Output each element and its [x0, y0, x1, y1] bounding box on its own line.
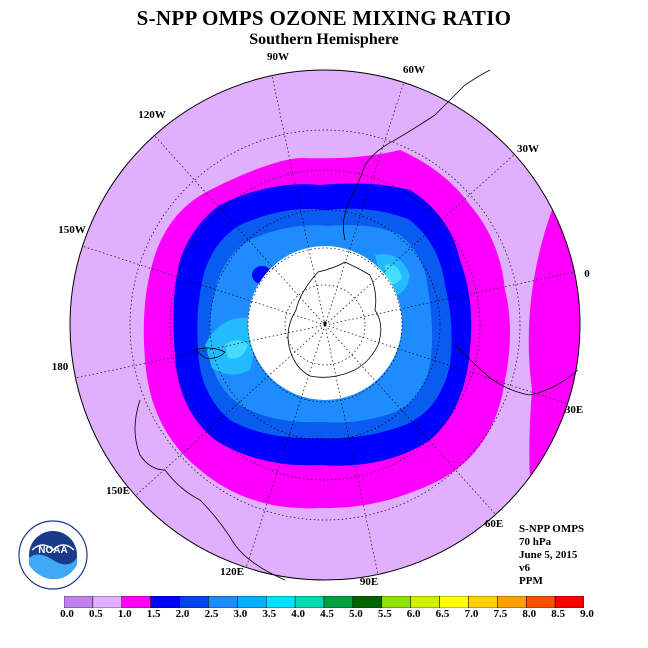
longitude-label: 60E — [485, 518, 503, 530]
colorbar-segment — [237, 596, 267, 608]
latitude-circle — [284, 284, 366, 366]
meridian-line — [324, 82, 405, 326]
colorbar-tick-label: 9.0 — [580, 608, 594, 620]
info-panel: S-NPP OMPS 70 hPa June 5, 2015 v6 PPM — [519, 523, 584, 588]
colorbar-segment — [265, 596, 296, 608]
colorbar-tick-label: 5.0 — [349, 608, 363, 620]
antarctica-outline — [287, 261, 382, 378]
map-title: S-NPP OMPS OZONE MIXING RATIO — [136, 6, 512, 30]
colorbar-tick-label: 1.0 — [117, 608, 132, 620]
meridian-line — [82, 245, 326, 326]
colorbar-segment — [323, 596, 354, 608]
colorbar-tick-label: 4.0 — [291, 608, 305, 620]
longitude-label: 30E — [565, 404, 583, 416]
map-boundary — [69, 69, 581, 581]
colorbar-segment — [352, 596, 383, 608]
colorbar-tick-label: 7.5 — [493, 608, 508, 620]
map-subtitle: Southern Hemisphere — [249, 31, 399, 48]
longitude-label: 150E — [106, 485, 130, 497]
colorbar-tick-label: 8.5 — [551, 608, 565, 620]
noaa-logo: NOAA — [18, 520, 88, 590]
colorbar-segment — [92, 596, 123, 608]
longitude-label: 120W — [138, 109, 166, 121]
australia-outline — [134, 399, 286, 581]
colorbar-segment — [439, 596, 469, 608]
colorbar-segment — [208, 596, 238, 608]
logo-text: NOAA — [38, 545, 67, 556]
longitude-label: 90E — [360, 576, 378, 588]
colorbar-tick-label: 4.5 — [320, 608, 334, 620]
colorbar-tick-label: 3.0 — [233, 608, 248, 620]
ozone-patch-east — [528, 200, 580, 480]
colorbar-segment — [64, 596, 94, 608]
meridian-line — [324, 154, 515, 326]
longitude-label: 60W — [403, 64, 425, 76]
meridian-line — [245, 324, 326, 568]
longitude-label: 120E — [220, 566, 244, 578]
colorbar-tick-label: 1.5 — [146, 608, 161, 620]
meridian-line — [324, 324, 379, 575]
colorbar-tick-label: 7.0 — [464, 608, 479, 620]
colorbar — [64, 596, 584, 608]
ozone-band-3.5-east — [385, 264, 402, 285]
info-date: June 5, 2015 — [519, 549, 578, 561]
colorbar-tick-label: 0.5 — [89, 608, 103, 620]
meridian-line — [135, 324, 326, 496]
colorbar-segment — [121, 596, 151, 608]
colorbar-tick-label: 2.5 — [204, 608, 219, 620]
latitude-circle — [209, 209, 441, 441]
new-zealand-outline — [194, 347, 226, 359]
info-units: PPM — [519, 575, 543, 587]
colorbar-tick-label: 5.5 — [377, 608, 392, 620]
colorbar-tick-label: 2.0 — [175, 608, 190, 620]
south-america-outline — [342, 69, 491, 241]
longitude-label: 150W — [58, 224, 86, 236]
latitude-circle — [247, 247, 403, 403]
colorbar-segment — [150, 596, 180, 608]
info-instrument: S-NPP OMPS — [519, 523, 585, 535]
meridian-line — [324, 324, 568, 405]
colorbar-segment — [525, 596, 556, 608]
longitude-label: 30W — [517, 143, 539, 155]
meridian-line — [271, 75, 326, 326]
colorbar-segment — [497, 596, 527, 608]
latitude-circle — [129, 129, 521, 521]
colorbar-segment — [468, 596, 498, 608]
meridian-line — [324, 324, 496, 515]
longitude-label: 0 — [584, 268, 590, 280]
colorbar-tick-label: 6.0 — [406, 608, 421, 620]
longitude-label: 90W — [267, 51, 289, 63]
meridian-line — [154, 135, 326, 326]
info-version: v6 — [519, 562, 530, 574]
colorbar-tick-label: 6.5 — [435, 608, 450, 620]
colorbar-segment — [381, 596, 411, 608]
colorbar-segment — [410, 596, 440, 608]
longitude-label: 180 — [52, 361, 69, 373]
graticule — [75, 75, 575, 575]
colorbar-tick-label: 8.0 — [522, 608, 537, 620]
info-pressure: 70 hPa — [519, 536, 552, 548]
colorbar-tick-label: 3.5 — [262, 608, 277, 620]
colorbar-segment — [554, 596, 584, 608]
meridian-line — [324, 271, 575, 326]
meridian-line — [75, 324, 326, 379]
colorbar-tick-label: 0.0 — [60, 608, 74, 620]
latitude-circle — [169, 169, 481, 481]
africa-outline — [454, 344, 579, 396]
colorbar-segment — [294, 596, 325, 608]
colorbar-segment — [179, 596, 209, 608]
